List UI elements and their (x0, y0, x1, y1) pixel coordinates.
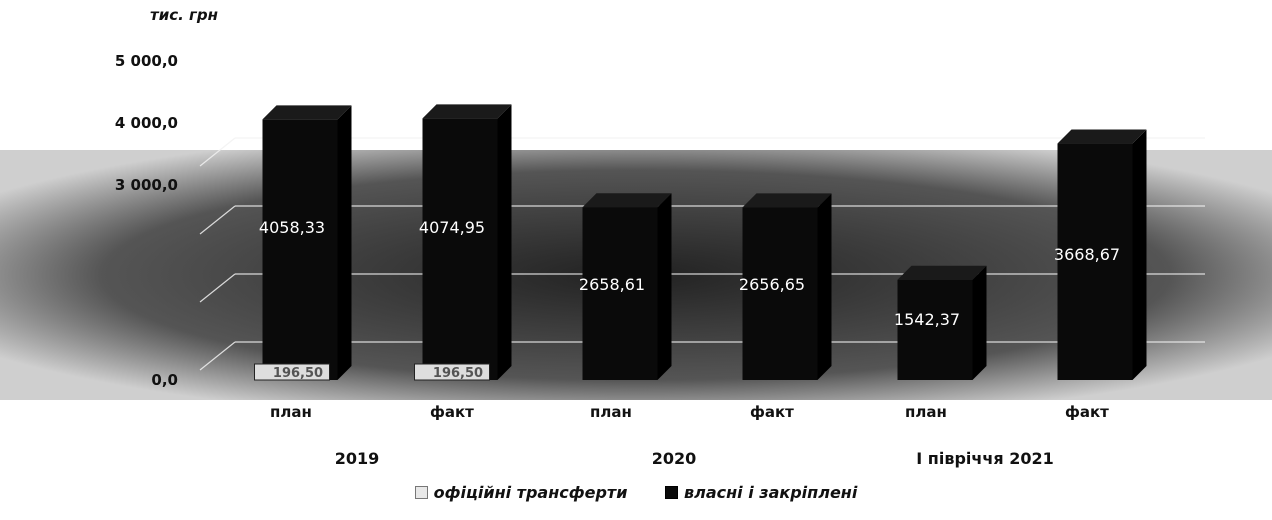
x-group-label: 2020 (652, 449, 697, 468)
legend-label-own: власні і закріплені (683, 483, 858, 502)
bar-own (422, 118, 498, 381)
x-group-label: І півріччя 2021 (916, 449, 1053, 468)
bars (254, 104, 1147, 381)
bar-side (972, 265, 987, 380)
x-category-label: план (590, 403, 632, 421)
bar-top (897, 265, 987, 280)
bar-own (582, 207, 658, 380)
bar-own (742, 207, 818, 380)
bar-side (497, 104, 512, 381)
data-label-own: 1542,37 (894, 310, 960, 329)
data-label-own: 4074,95 (419, 218, 485, 237)
y-tick-label: 4 000,0 (115, 114, 178, 132)
bar-top (582, 193, 672, 208)
legend-swatch-own (664, 486, 678, 499)
bar-side (1132, 129, 1147, 380)
legend-swatch-transfers (414, 486, 428, 499)
data-label-own: 3668,67 (1054, 245, 1120, 264)
bar-side (657, 193, 672, 380)
x-group-label: 2019 (335, 449, 380, 468)
bar-transfers (254, 363, 330, 381)
data-label-transfers: 196,50 (273, 366, 323, 381)
x-category-label: факт (750, 403, 794, 421)
x-axis-groups: 2019 2020 І півріччя 2021 (335, 449, 1054, 468)
gridline-diagonal (199, 205, 236, 235)
data-label-transfers: 196,50 (433, 366, 483, 381)
x-category-label: факт (430, 403, 474, 421)
bar-side (817, 193, 832, 380)
bar-own (1057, 143, 1133, 380)
legend-label-transfers: офіційні трансферти (433, 483, 628, 502)
x-axis-categories: план факт план факт план факт (270, 403, 1109, 421)
bar-own (262, 119, 338, 380)
gridlines (199, 137, 1205, 371)
bar-top (262, 105, 352, 120)
bar-top (422, 104, 512, 119)
data-label-own: 4058,33 (259, 218, 325, 237)
y-tick-label: 3 000,0 (115, 176, 178, 194)
bar-side (337, 105, 352, 380)
data-labels: 196,50 196,50 4058,33 4074,95 2658,61 2656,65… (259, 218, 1120, 381)
bar-top (1057, 129, 1147, 144)
data-label-own: 2656,65 (739, 275, 805, 294)
data-label-own: 2658,61 (579, 275, 645, 294)
y-tick-label: 0,0 (151, 371, 178, 389)
y-axis-ticks: 0,0 3 000,0 4 000,0 5 000,0 (115, 52, 178, 389)
gridline-diagonal (199, 273, 236, 303)
y-axis-unit-label: тис. грн (150, 6, 218, 24)
gridline-diagonal (199, 137, 236, 167)
x-category-label: факт (1065, 403, 1109, 421)
x-category-label: план (270, 403, 312, 421)
gridline-diagonal (199, 341, 236, 371)
legend-item-own: власні і закріплені (664, 483, 858, 502)
legend-item-transfers: офіційні трансферти (414, 483, 628, 502)
legend: офіційні трансферти власні і закріплені (0, 483, 1272, 502)
y-tick-label: 5 000,0 (115, 52, 178, 70)
bar-transfers (414, 363, 490, 381)
bar-own (897, 279, 973, 380)
bar-top (742, 193, 832, 208)
x-category-label: план (905, 403, 947, 421)
